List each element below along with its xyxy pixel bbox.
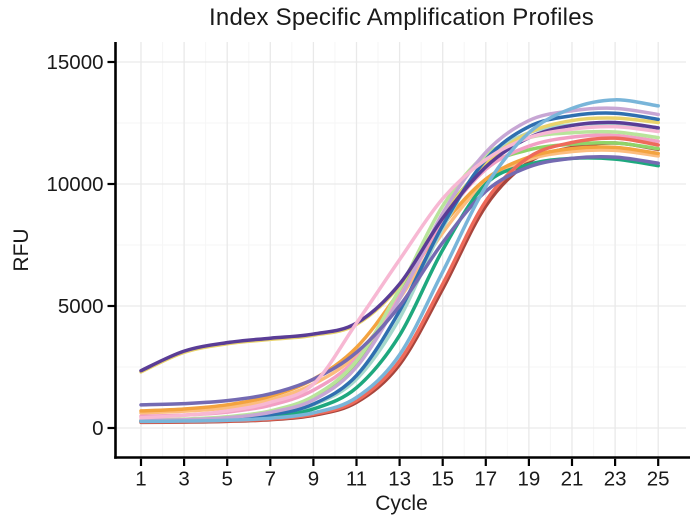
series-line-plum <box>139 106 660 423</box>
x-tick-label: 23 <box>604 468 627 491</box>
series-line-slate-blue <box>139 155 660 407</box>
y-tick-label: 5000 <box>58 295 104 318</box>
x-tick-label: 15 <box>431 468 454 491</box>
x-tick-label: 13 <box>388 468 411 491</box>
x-tick-label: 7 <box>265 468 276 491</box>
x-tick-label: 3 <box>178 468 189 491</box>
series-curves <box>139 98 660 425</box>
y-tick-label: 15000 <box>46 51 103 74</box>
series-line-sky-blue <box>139 98 660 424</box>
x-tick-label: 17 <box>474 468 497 491</box>
axes <box>114 42 690 459</box>
chart-title: Index Specific Amplification Profiles <box>209 4 594 31</box>
panel-background <box>115 42 686 458</box>
y-tick-label: 10000 <box>46 173 103 196</box>
x-tick-label: 19 <box>517 468 540 491</box>
series-line-pink-light <box>139 124 660 420</box>
tick-marks <box>107 60 660 466</box>
y-tick-label: 0 <box>92 417 103 440</box>
x-tick-label: 11 <box>346 468 367 491</box>
x-tick-label: 21 <box>561 468 584 491</box>
x-tick-label: 5 <box>221 468 232 491</box>
series-line-purple-dark <box>139 120 660 373</box>
x-axis-title: Cycle <box>375 492 428 515</box>
x-tick-label: 9 <box>308 468 319 491</box>
x-tick-label: 25 <box>647 468 670 491</box>
x-tick-label: 1 <box>135 468 146 491</box>
